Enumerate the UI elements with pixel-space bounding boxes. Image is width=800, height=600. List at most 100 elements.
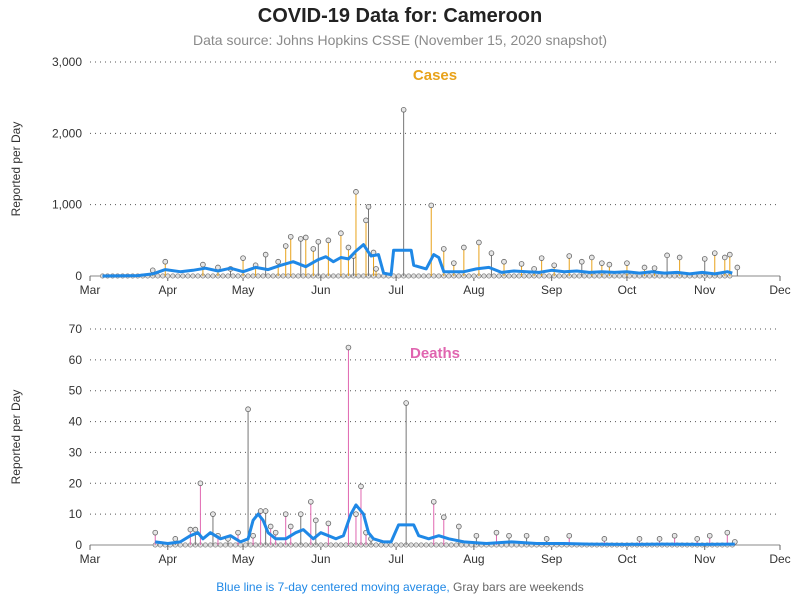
- cases-y-tick-label: 0: [75, 269, 82, 283]
- deaths-baseline-point: [333, 542, 339, 548]
- cases-spike-point: [641, 264, 648, 271]
- cases-x-tick-label: Aug: [463, 283, 484, 297]
- deaths-spike-point: [282, 511, 289, 517]
- cases-baseline-point: [471, 273, 477, 279]
- deaths-baseline-point: [182, 542, 188, 548]
- footer-weekend-note: Gray bars are weekends: [449, 580, 584, 594]
- deaths-spike-point: [706, 532, 713, 539]
- cases-x-tick-label: Oct: [618, 283, 637, 297]
- cases-baseline-point: [536, 273, 542, 279]
- deaths-spike-point: [267, 523, 274, 530]
- deaths-spike-point: [192, 526, 199, 533]
- deaths-spike-point: [601, 536, 608, 542]
- cases-baseline-point: [235, 273, 241, 279]
- cases-baseline-point: [631, 273, 638, 279]
- deaths-baseline-point: [398, 542, 404, 548]
- deaths-spike-point: [345, 344, 352, 351]
- cases-spike-point: [353, 189, 359, 195]
- deaths-baseline-point: [318, 542, 324, 548]
- deaths-moving-average-line: [155, 503, 735, 546]
- cases-baseline-point: [672, 273, 678, 279]
- deaths-baseline-point: [408, 542, 414, 548]
- cases-y-tick-label: 3,000: [52, 55, 82, 69]
- cases-baseline-point: [586, 273, 592, 279]
- cases-spike-point: [302, 234, 309, 241]
- cases-spike-point: [701, 256, 708, 262]
- cases-spike-point: [501, 258, 507, 265]
- deaths-baseline-point: [328, 542, 334, 548]
- cases-baseline-point: [375, 273, 382, 279]
- deaths-spike-point: [172, 536, 179, 542]
- deaths-baseline-point: [293, 542, 299, 548]
- cases-spike-point: [664, 252, 670, 259]
- deaths-baseline-point: [383, 542, 389, 548]
- deaths-baseline-point: [378, 542, 384, 548]
- cases-baseline-point: [516, 273, 522, 279]
- cases-baseline-point: [496, 273, 502, 279]
- cases-x-tick-label: Dec: [769, 283, 790, 297]
- cases-baseline-point: [561, 273, 567, 279]
- cases-baseline-point: [165, 273, 171, 279]
- deaths-x-tick-label: Sep: [541, 552, 563, 566]
- cases-spike-point: [275, 258, 281, 265]
- cases-spike-point: [287, 233, 294, 240]
- cases-baseline-point: [431, 273, 437, 279]
- cases-baseline-point: [436, 273, 442, 279]
- deaths-baseline-point: [248, 542, 254, 548]
- cases-baseline-point: [697, 273, 703, 279]
- cases-baseline-point: [160, 273, 166, 279]
- deaths-baseline-point: [388, 542, 394, 548]
- deaths-y-tick-label: 70: [69, 322, 83, 336]
- cases-baseline-point: [265, 273, 271, 279]
- cases-baseline-point: [521, 273, 527, 279]
- deaths-spike-point: [245, 406, 251, 413]
- cases-spike-point: [606, 261, 613, 268]
- cases-baseline-point: [285, 273, 291, 279]
- cases-spike-point: [488, 250, 495, 256]
- cases-spike-point: [578, 258, 585, 265]
- deaths-baseline-point: [207, 542, 213, 548]
- cases-x-tick-label: Jun: [311, 283, 330, 297]
- cases-baseline-point: [295, 273, 301, 279]
- deaths-x-tick-label: Jun: [311, 552, 330, 566]
- deaths-x-tick-label: Jul: [388, 552, 403, 566]
- cases-baseline-point: [576, 273, 582, 279]
- cases-spike-point: [428, 202, 435, 209]
- deaths-baseline-point: [428, 542, 434, 548]
- deaths-spike-point: [257, 508, 264, 514]
- deaths-baseline-point: [448, 542, 454, 548]
- cases-x-tick-label: Jul: [388, 283, 403, 297]
- deaths-x-tick-label: Apr: [158, 552, 177, 566]
- cases-baseline-point: [180, 273, 186, 279]
- cases-spike-point: [624, 260, 630, 266]
- cases-baseline-point: [621, 273, 627, 279]
- cases-x-tick-label: Apr: [158, 283, 177, 297]
- cases-spike-point: [551, 262, 557, 269]
- deaths-baseline-point: [443, 542, 449, 548]
- deaths-spike-point: [566, 532, 573, 539]
- deaths-spike-point: [636, 536, 643, 542]
- cases-baseline-point: [280, 273, 286, 279]
- deaths-spike-point: [307, 498, 314, 505]
- deaths-spike-point: [353, 511, 359, 517]
- cases-baseline-point: [396, 273, 402, 279]
- cases-spike-point: [365, 204, 372, 210]
- cases-spike-point: [440, 246, 447, 252]
- cases-baseline-point: [421, 273, 427, 279]
- cases-baseline-point: [416, 273, 422, 279]
- cases-baseline-point: [300, 273, 306, 279]
- deaths-baseline-point: [453, 542, 459, 548]
- cases-spike-point: [315, 238, 322, 245]
- cases-y-tick-label: 2,000: [52, 126, 82, 140]
- footer-note: Blue line is 7-day centered moving avera…: [0, 580, 800, 594]
- deaths-baseline-point: [458, 542, 464, 548]
- cases-spike-point: [400, 106, 407, 113]
- deaths-spike-point: [197, 480, 204, 487]
- cases-baseline-point: [611, 273, 617, 279]
- cases-baseline-point: [320, 273, 326, 279]
- cases-baseline-point: [411, 273, 417, 279]
- deaths-x-tick-label: Dec: [769, 552, 790, 566]
- deaths-baseline-point: [217, 542, 224, 548]
- deaths-spike-point: [543, 536, 550, 542]
